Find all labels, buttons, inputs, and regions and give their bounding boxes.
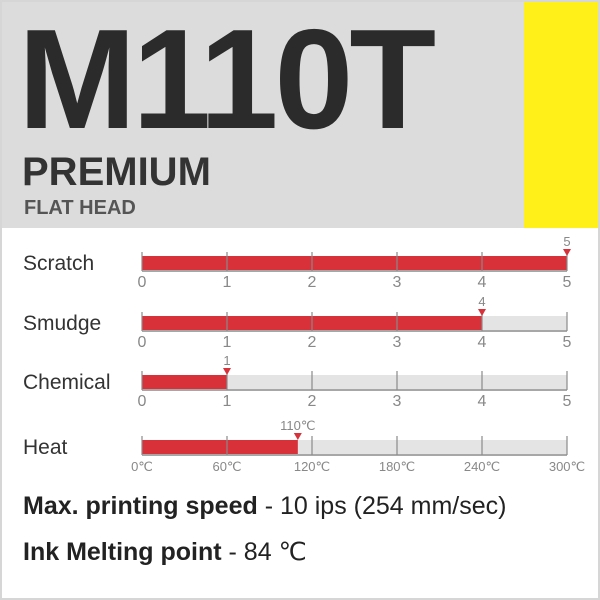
tick-label: 3 bbox=[393, 334, 402, 351]
accent-block bbox=[524, 0, 600, 228]
value-label: 5 bbox=[563, 234, 570, 249]
subtitle: FLAT HEAD bbox=[24, 197, 136, 219]
product-line: PREMIUM bbox=[22, 150, 211, 194]
value-marker-icon bbox=[563, 249, 571, 256]
tick-label: 5 bbox=[563, 274, 572, 291]
tick-label: 240℃ bbox=[464, 459, 500, 474]
tick-label: 4 bbox=[478, 393, 487, 410]
spec-melting-point: Ink Melting point - 84 ℃ bbox=[23, 537, 307, 567]
tick-label: 300℃ bbox=[549, 459, 585, 474]
value-label: 1 bbox=[223, 353, 230, 368]
bar-track bbox=[142, 375, 567, 389]
tick-label: 2 bbox=[308, 334, 317, 351]
tick-label: 3 bbox=[393, 274, 402, 291]
spec-label: Max. printing speed bbox=[23, 492, 258, 520]
tick-label: 0 bbox=[138, 334, 147, 351]
bar-heat bbox=[142, 440, 298, 454]
spec-print-speed: Max. printing speed - 10 ips (254 mm/sec… bbox=[23, 492, 506, 521]
value-marker-icon bbox=[223, 368, 231, 375]
model-name: M110T bbox=[18, 0, 436, 159]
tick-label: 1 bbox=[223, 274, 232, 291]
tick-label: 4 bbox=[478, 274, 487, 291]
row-label-heat: Heat bbox=[23, 436, 68, 459]
tick-label: 60℃ bbox=[212, 459, 241, 474]
value-label: 110℃ bbox=[280, 418, 315, 433]
row-label-scratch: Scratch bbox=[23, 252, 95, 275]
bar-scratch bbox=[142, 256, 567, 270]
tick-label: 5 bbox=[563, 393, 572, 410]
tick-label: 1 bbox=[223, 393, 232, 410]
tick-label: 0 bbox=[138, 393, 147, 410]
spec-label: Ink Melting point bbox=[23, 538, 222, 566]
tick-label: 180℃ bbox=[379, 459, 415, 474]
tick-label: 3 bbox=[393, 393, 402, 410]
value-marker-icon bbox=[478, 309, 486, 316]
tick-label: 2 bbox=[308, 274, 317, 291]
tick-label: 0℃ bbox=[131, 459, 153, 474]
value-label: 4 bbox=[478, 294, 485, 309]
tick-label: 0 bbox=[138, 274, 147, 291]
header bbox=[0, 0, 600, 228]
bar-chemical bbox=[142, 375, 227, 389]
value-marker-icon bbox=[293, 433, 302, 440]
tick-label: 1 bbox=[223, 334, 232, 351]
row-label-chemical: Chemical bbox=[23, 371, 111, 394]
tick-label: 2 bbox=[308, 393, 317, 410]
row-label-smudge: Smudge bbox=[23, 312, 102, 335]
tick-label: 4 bbox=[478, 334, 487, 351]
spec-value: - 84 ℃ bbox=[221, 538, 307, 566]
tick-label: 5 bbox=[563, 334, 572, 351]
tick-label: 120℃ bbox=[294, 459, 330, 474]
spec-value: - 10 ips (254 mm/sec) bbox=[257, 492, 507, 520]
